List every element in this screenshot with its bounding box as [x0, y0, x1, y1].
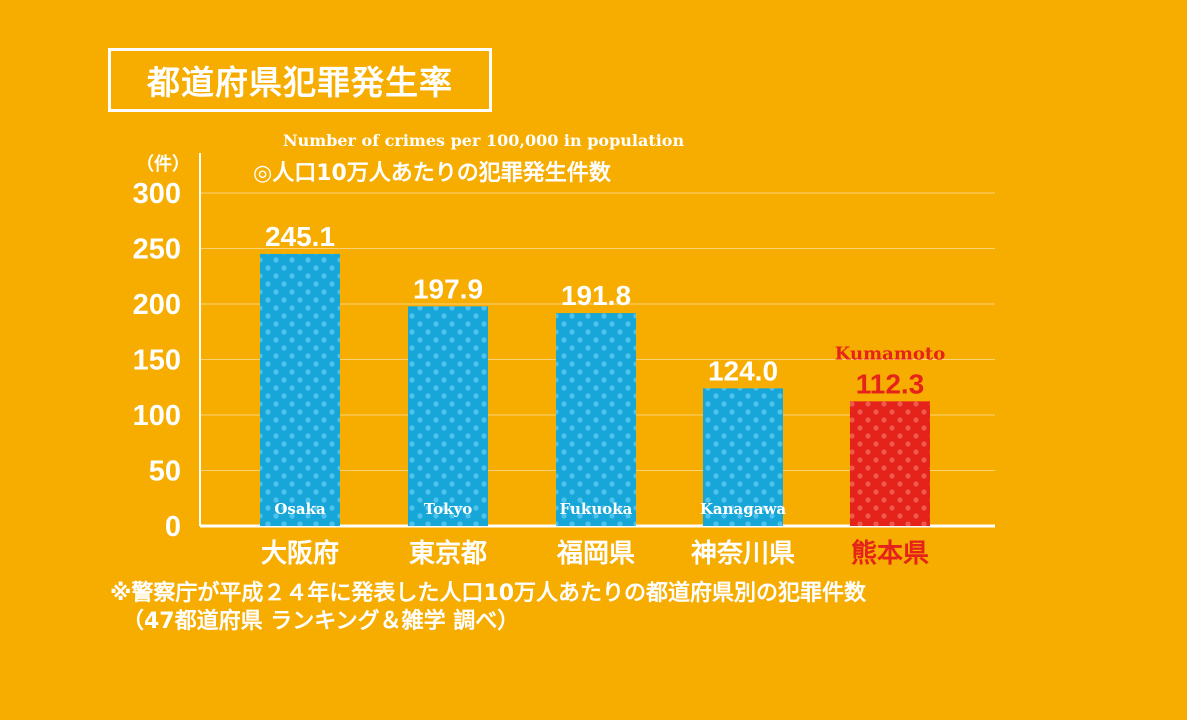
y-tick-label: 250 — [133, 234, 181, 266]
chart-title: 都道府県犯罪発生率 — [147, 63, 453, 102]
bar-english-name: Tokyo — [424, 500, 473, 518]
subtitle-english: Number of crimes per 100,000 in populati… — [283, 131, 684, 150]
y-tick-label: 0 — [165, 511, 181, 543]
y-tick-label: 200 — [133, 289, 181, 321]
bar-value-label: 112.3 — [856, 368, 925, 399]
x-category-label: 福岡県 — [556, 539, 635, 569]
bar-highlight — [850, 401, 930, 526]
bar-english-name: Osaka — [274, 500, 326, 518]
subtitle-japanese: ◎人口10万人あたりの犯罪発生件数 — [253, 160, 612, 186]
bar-value-label: 191.8 — [561, 280, 631, 311]
bar-english-name: Fukuoka — [560, 500, 633, 518]
bar — [408, 306, 488, 526]
bar — [556, 313, 636, 526]
footnote-line-1: ※警察庁が平成２４年に発表した人口10万人あたりの都道府県別の犯罪件数 — [110, 581, 867, 606]
footnote-line-2: （47都道府県 ランキング＆雑学 調べ） — [122, 609, 520, 634]
bar-value-label: 124.0 — [708, 355, 778, 386]
y-tick-label: 150 — [133, 345, 181, 377]
x-category-label: 神奈川県 — [691, 539, 795, 569]
bar-english-name: Kanagawa — [700, 500, 787, 518]
x-category-label: 東京都 — [409, 538, 487, 569]
x-category-label: 熊本県 — [851, 538, 929, 569]
footnote: ※警察庁が平成２４年に発表した人口10万人あたりの都道府県別の犯罪件数 （47都… — [110, 580, 866, 636]
x-category-label: 大阪府 — [261, 538, 339, 569]
y-tick-label: 300 — [133, 178, 181, 210]
bar-english-name: Kumamoto — [835, 343, 945, 364]
bar-value-label: 245.1 — [265, 221, 335, 252]
chart-title-box: 都道府県犯罪発生率 — [108, 48, 492, 112]
bar-value-label: 197.9 — [413, 273, 483, 304]
y-tick-label: 50 — [149, 456, 181, 488]
y-tick-label: 100 — [133, 400, 181, 432]
bar — [260, 253, 340, 526]
bar — [703, 388, 783, 526]
y-unit-label: （件） — [136, 153, 190, 175]
